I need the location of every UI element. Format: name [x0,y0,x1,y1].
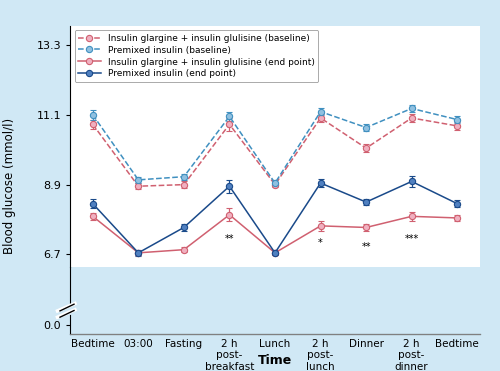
Text: Time: Time [258,354,292,367]
Text: Blood glucose (mmol/l): Blood glucose (mmol/l) [4,118,16,253]
Text: ***: *** [404,234,419,244]
Text: **: ** [362,242,371,252]
Text: *: * [318,238,323,248]
Text: **: ** [224,234,234,244]
Legend: Insulin glargine + insulin glulisine (baseline), Premixed insulin (baseline), In: Insulin glargine + insulin glulisine (ba… [74,30,318,82]
